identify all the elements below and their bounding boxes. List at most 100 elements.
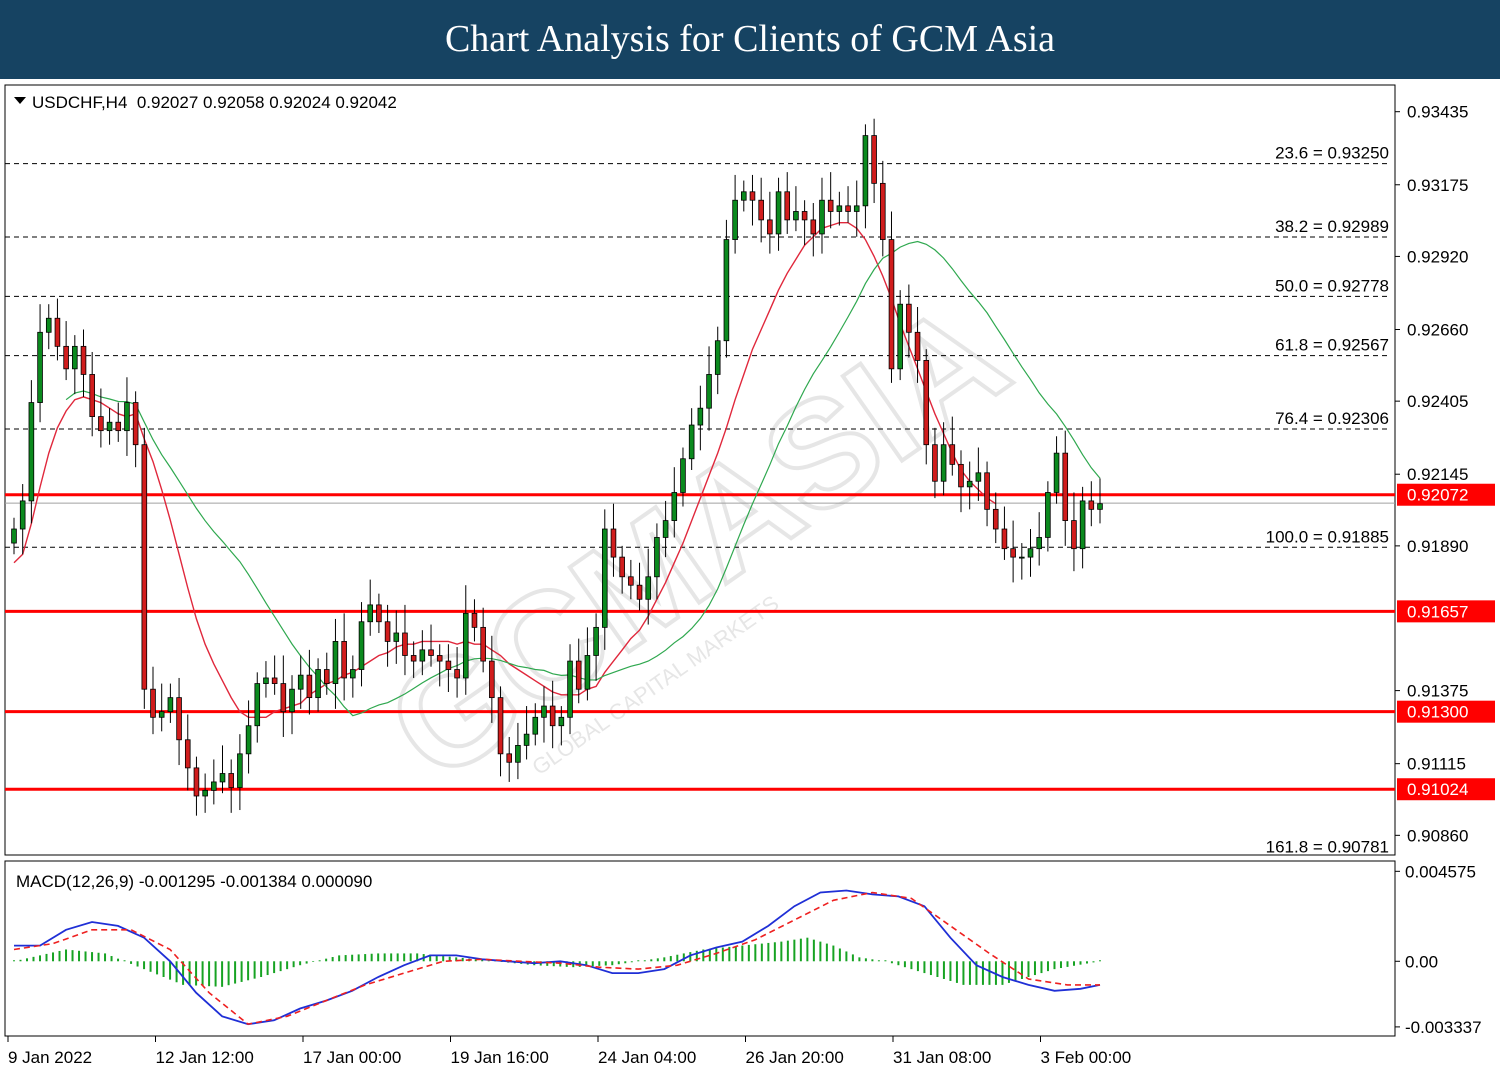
bull-candle (202, 789, 208, 797)
bear-candle (384, 621, 391, 642)
macd-tick-label: 0.004575 (1405, 862, 1476, 881)
bear-candle (184, 739, 191, 769)
level-label-1: 0.91657 (1407, 602, 1468, 621)
bear-candle (280, 683, 287, 713)
bull-candle (332, 641, 339, 684)
bull-candle (315, 669, 321, 699)
bull-candle (419, 649, 426, 662)
bull-candle (1097, 503, 1103, 510)
dropdown-triangle-icon[interactable] (14, 97, 26, 104)
bull-candle (350, 669, 356, 679)
bull-candle (289, 688, 295, 713)
bear-candle (801, 211, 808, 221)
bull-candle (11, 528, 17, 544)
bull-candle (732, 199, 738, 240)
bear-candle (923, 360, 930, 446)
bear-candle (871, 135, 877, 184)
bull-candle (836, 205, 843, 212)
bear-candle (228, 773, 234, 788)
main-panel-frame (4, 84, 1396, 856)
bear-candle (1088, 500, 1095, 510)
bear-candle (880, 182, 886, 240)
bull-candle (897, 303, 903, 370)
bull-candle (106, 421, 113, 432)
bull-candle (245, 725, 252, 755)
time-tick-label: 19 Jan 16:00 (451, 1048, 549, 1067)
bear-candle (141, 444, 148, 690)
bull-candle (584, 655, 591, 690)
bull-candle (515, 745, 521, 763)
bull-candle (593, 626, 599, 656)
bear-candle (845, 205, 851, 212)
bull-candle (211, 781, 217, 791)
bull-candle (1053, 452, 1060, 493)
bear-candle (341, 641, 347, 679)
level-price-labels: 0.92072 0.91657 0.91300 0.91024 (1397, 483, 1495, 801)
symbol-header: USDCHF,H4 0.92027 0.92058 0.92024 0.9204… (32, 93, 397, 112)
bear-candle (610, 528, 617, 558)
bear-candle (489, 660, 495, 699)
bull-candle (158, 711, 165, 718)
bull-candle (367, 604, 373, 623)
bull-candle (793, 211, 799, 221)
moving-averages (13, 221, 1101, 718)
bull-candle (1019, 556, 1025, 559)
time-tick-label: 17 Jan 00:00 (303, 1048, 401, 1067)
bull-candle (723, 239, 730, 342)
level-label-2: 0.91300 (1407, 703, 1468, 722)
bear-candle (193, 767, 200, 797)
bear-candle (115, 421, 122, 432)
level-label-box (1397, 483, 1495, 506)
macd-signal-line (13, 891, 1100, 1026)
ma-fast-line (13, 221, 997, 718)
bull-candle (775, 191, 782, 235)
bear-candle (932, 444, 938, 482)
fibonacci-levels: 23.6 = 0.93250 38.2 = 0.92989 50.0 = 0.927… (5, 144, 1390, 857)
bull-candle (966, 480, 973, 488)
bear-candle (150, 688, 156, 718)
bear-candle (1001, 528, 1008, 550)
time-tick-label: 31 Jan 08:00 (893, 1048, 991, 1067)
bear-candle (89, 374, 95, 418)
price-tick-label: 0.92920 (1407, 247, 1468, 266)
bull-candle (706, 374, 712, 409)
level-label-3: 0.91024 (1407, 780, 1468, 799)
bull-candle (567, 660, 573, 718)
bull-candle (819, 199, 825, 235)
bull-candle (532, 716, 539, 735)
bull-candle (72, 345, 78, 370)
time-tick-label: 3 Feb 00:00 (1041, 1048, 1132, 1067)
price-tick-label: 0.91115 (1407, 755, 1466, 774)
level-label-0: 0.92072 (1407, 486, 1468, 505)
bear-candle (271, 677, 278, 684)
price-tick-label: 0.91890 (1407, 537, 1468, 556)
bull-candle (697, 407, 704, 426)
bear-candle (80, 345, 87, 375)
bull-candle (558, 716, 565, 727)
bull-candle (688, 424, 695, 460)
level-label-box (1397, 600, 1495, 623)
fib-label-4: 76.4 = 0.92306 (1275, 409, 1389, 428)
bear-candle (784, 191, 791, 221)
price-tick-label: 0.92405 (1407, 392, 1468, 411)
bear-candle (410, 655, 417, 662)
bear-candle (992, 508, 999, 530)
bear-candle (767, 219, 773, 235)
candlesticks (11, 118, 1103, 816)
bear-candle (428, 649, 434, 656)
macd-header: MACD(12,26,9) -0.001295 -0.001384 0.0000… (16, 872, 372, 891)
bear-candle (628, 576, 634, 586)
bear-candle (63, 345, 69, 370)
bull-candle (254, 683, 261, 727)
bear-candle (958, 463, 964, 488)
bull-candle (1079, 500, 1086, 550)
bull-candle (28, 402, 35, 502)
bear-candle (749, 191, 756, 201)
banner-title: Chart Analysis for Clients of GCM Asia (0, 0, 1500, 79)
bull-candle (358, 621, 365, 670)
bear-candle (827, 199, 834, 212)
time-axis: 9 Jan 2022 12 Jan 12:00 17 Jan 00:00 19 Jan… (7, 1036, 1132, 1067)
macd-line (14, 889, 1101, 1026)
bull-candle (393, 632, 400, 642)
price-tick-label: 0.92145 (1407, 465, 1468, 484)
